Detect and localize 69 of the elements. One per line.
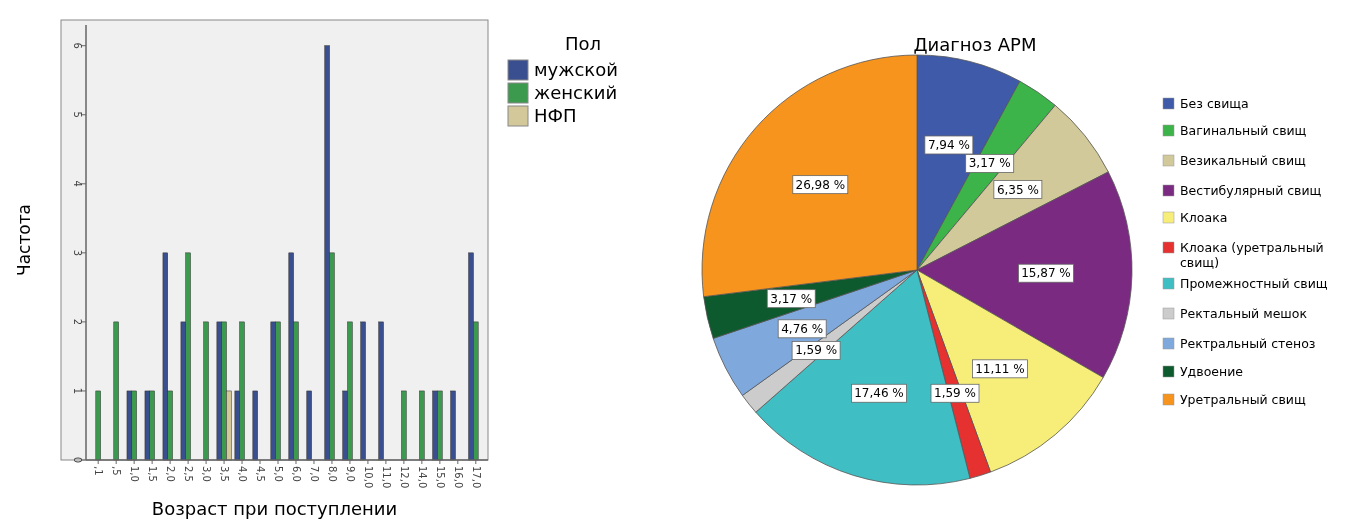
x-tick-label: 4,5: [255, 466, 267, 482]
x-tick-label: 12,0: [398, 466, 410, 489]
data-label: 11,11 %: [975, 361, 1025, 376]
legend-label: Без свища: [1180, 95, 1249, 111]
x-tick-label: 5,0: [273, 466, 285, 482]
legend-label: Везикальный свищ: [1180, 152, 1307, 168]
legend-label: женский: [534, 82, 618, 103]
y-tick-label: 3: [72, 249, 83, 257]
x-tick-label: 2,0: [165, 466, 177, 482]
x-tick-label: 17,0: [470, 466, 482, 489]
x-tick-label: 8,0: [326, 466, 338, 482]
x-tick-label: 11,0: [380, 466, 392, 489]
x-tick-label: 16,0: [452, 466, 464, 489]
bar: [419, 390, 425, 461]
chart-title: Диагноз АРМ: [913, 34, 1037, 55]
bar: [126, 390, 133, 461]
x-tick-label: 1,0: [129, 466, 141, 482]
x-tick-label: 9,0: [344, 466, 356, 482]
y-tick-label: 5: [72, 111, 83, 118]
y-tick-label: 4: [72, 180, 83, 187]
legend-label: Промежностный свищ: [1180, 275, 1328, 291]
bar: [401, 390, 407, 461]
x-tick-label: 10,0: [362, 466, 374, 489]
x-tick-label: 3,5: [219, 466, 231, 482]
bar: [306, 390, 312, 461]
data-label: 3,17 %: [770, 291, 813, 306]
data-label: 1,59 %: [795, 343, 838, 358]
y-tick-label: 2: [72, 318, 83, 326]
legend-label: Удвоение: [1180, 363, 1244, 379]
x-tick-label: ,1: [93, 466, 105, 476]
y-axis-title: Частота: [14, 203, 34, 277]
x-axis-title: Возраст при поступлении: [151, 498, 398, 519]
y-tick-label: 0: [72, 456, 83, 464]
x-tick-label: 15,0: [434, 466, 446, 489]
x-tick-label: ,5: [111, 466, 123, 476]
legend-title: Пол: [564, 33, 602, 54]
bar: [203, 321, 209, 461]
bar: [95, 390, 101, 461]
legend-label: Вагинальный свищ: [1180, 122, 1307, 138]
bar: [378, 321, 384, 461]
data-label: 3,17 %: [968, 156, 1011, 171]
legend-label: Клоака (уретральный свищ): [1180, 239, 1324, 270]
x-tick-label: 14,0: [416, 466, 428, 489]
x-tick-label: 4,0: [237, 466, 249, 482]
legend-label: Ректральный стеноз: [1180, 335, 1316, 351]
legend-label: НФП: [534, 105, 577, 126]
x-tick-label: 1,5: [147, 466, 159, 482]
bar: [360, 321, 366, 461]
data-label: 6,35 %: [996, 182, 1039, 197]
x-tick-label: 7,0: [308, 466, 320, 482]
x-tick-label: 6,0: [290, 466, 302, 482]
data-label: 15,87 %: [1021, 266, 1071, 281]
y-tick-label: 1: [72, 387, 83, 395]
legend-label: Уретральный свищ: [1180, 391, 1306, 407]
x-tick-label: 2,5: [183, 466, 195, 482]
y-tick-label: 6: [72, 42, 83, 49]
data-label: 7,94 %: [927, 137, 970, 152]
data-label: 1,59 %: [934, 386, 976, 401]
x-tick-label: 3,0: [201, 466, 213, 482]
bar: [252, 390, 258, 461]
legend-label: мужской: [534, 59, 618, 80]
legend-label: Клоака: [1180, 209, 1228, 225]
data-label: 26,98 %: [795, 177, 846, 192]
legend-label: Ректальный мешок: [1180, 305, 1308, 321]
bar: [113, 321, 119, 461]
data-label: 17,46 %: [854, 386, 904, 401]
data-label: 4,76 %: [781, 321, 824, 336]
legend-label: Вестибулярный свищ: [1180, 182, 1322, 198]
bar: [450, 390, 456, 461]
